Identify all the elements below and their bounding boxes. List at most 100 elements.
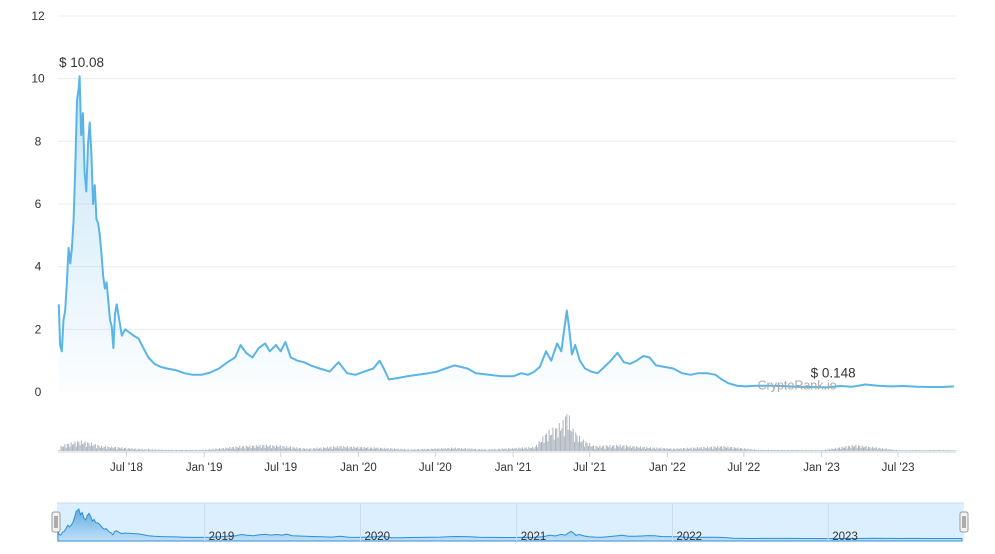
volume-bar [568, 415, 570, 451]
volume-bar [411, 449, 413, 451]
volume-bar [382, 449, 384, 451]
volume-bar [435, 449, 437, 451]
volume-bar [287, 447, 289, 451]
volume-bar [737, 447, 739, 451]
volume-bar [918, 450, 920, 451]
volume-bar [116, 449, 118, 451]
volume-bar [481, 448, 483, 451]
volume-bar [164, 449, 166, 451]
volume-bar [670, 448, 672, 451]
volume-bar [541, 441, 543, 451]
volume-bar [873, 448, 875, 451]
volume-bar [901, 450, 903, 451]
volume-bar [522, 447, 524, 451]
volume-bar [451, 447, 453, 451]
volume-bar [655, 449, 657, 451]
volume-bar [663, 448, 665, 451]
max-price-label: $ 10.08 [59, 55, 104, 70]
x-tick-label: Jul '20 [419, 462, 452, 474]
volume-bar [202, 449, 204, 451]
navigator-selection[interactable] [57, 503, 964, 541]
volume-bar [721, 446, 723, 451]
volume-bar [728, 448, 730, 451]
volume-bar [538, 441, 540, 451]
volume-bar [887, 450, 889, 451]
volume-bar [942, 450, 944, 451]
volume-bar [153, 450, 155, 451]
volume-bar [709, 447, 711, 451]
volume-bar [870, 448, 872, 451]
volume-bar [90, 442, 92, 451]
x-tick-label: Jan '22 [649, 462, 686, 474]
volume-bar [270, 448, 272, 451]
volume-bar [694, 447, 696, 451]
volume-bar [412, 449, 414, 451]
volume-bar [856, 448, 858, 451]
navigator-right-handle[interactable] [959, 511, 969, 533]
volume-bar [920, 450, 922, 451]
volume-bar [281, 448, 283, 451]
volume-bar [317, 448, 319, 451]
volume-bar [253, 445, 255, 451]
volume-bar [353, 446, 355, 451]
volume-bar [322, 447, 324, 451]
volume-bar [688, 448, 690, 451]
volume-bar [158, 449, 160, 451]
handle-grip[interactable] [51, 511, 61, 533]
volume-bar [828, 449, 830, 451]
volume-bar [563, 436, 565, 451]
volume-bar [262, 445, 264, 451]
volume-bar [445, 449, 447, 451]
volume-bar [344, 447, 346, 451]
volume-bar [866, 448, 868, 451]
volume-bar [144, 449, 146, 451]
volume-bar [875, 447, 877, 451]
volume-bar [954, 450, 956, 451]
volume-bar [703, 446, 705, 451]
volume-bar [501, 448, 503, 451]
volume-bar [667, 449, 669, 451]
volume-bar [364, 448, 366, 451]
x-tick-label: Jan '19 [186, 462, 223, 474]
volume-bars [58, 414, 957, 451]
volume-bar [722, 448, 724, 451]
volume-bar [923, 450, 925, 451]
handle-grip[interactable] [959, 511, 969, 533]
volume-bar [58, 450, 59, 451]
volume-bar [352, 448, 354, 451]
volume-bar [708, 448, 710, 451]
volume-bar [293, 447, 295, 451]
volume-bar [163, 450, 165, 451]
volume-bar [890, 449, 892, 451]
volume-bar [372, 449, 374, 451]
volume-bar [426, 448, 428, 451]
range-navigator[interactable]: 2019 2020 2021 2022 2023 [51, 502, 969, 543]
volume-bar [393, 448, 395, 451]
volume-bar [255, 444, 257, 451]
volume-bar [234, 449, 236, 451]
volume-bar [486, 450, 488, 451]
navigator-left-handle[interactable] [51, 511, 61, 533]
volume-bar [505, 448, 507, 451]
volume-bar [754, 449, 756, 451]
volume-bar [194, 449, 196, 451]
volume-bar [203, 450, 205, 451]
volume-bar [889, 449, 891, 451]
volume-bar [861, 445, 863, 451]
volume-bar [303, 448, 305, 451]
volume-bar [798, 450, 800, 451]
volume-bar [378, 449, 380, 451]
volume-bar [495, 448, 497, 451]
volume-bar [437, 448, 439, 451]
volume-bar [219, 448, 221, 451]
volume-bar [314, 448, 316, 451]
volume-bar [897, 450, 899, 451]
volume-bar [169, 450, 171, 451]
volume-bar [267, 446, 269, 451]
volume-bar [831, 448, 833, 451]
volume-bar [330, 446, 332, 451]
volume-bar [705, 448, 707, 451]
volume-bar [476, 450, 478, 451]
navigator-label: 2019 [209, 531, 235, 543]
